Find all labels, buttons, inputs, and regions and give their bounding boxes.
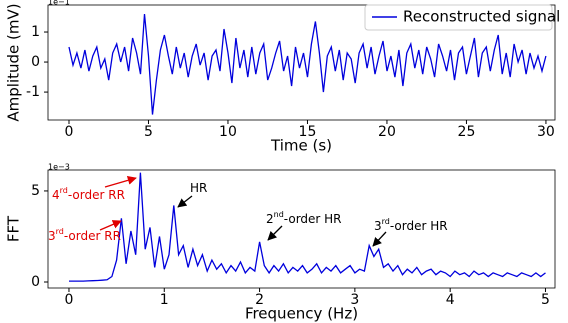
annotation-part: HR xyxy=(190,181,207,195)
y-tick-label: 0 xyxy=(31,274,40,290)
annotation-arrow xyxy=(99,220,122,231)
x-tick-label: 0 xyxy=(65,124,74,140)
legend-label: Reconstructed signal xyxy=(403,8,560,26)
y-tick-label: 1 xyxy=(31,24,40,40)
offset-text: 1e−3 xyxy=(48,163,70,172)
annotation-part: rd xyxy=(56,227,64,236)
annotation: 4rd-order RR xyxy=(52,186,125,202)
annotation-part: -order RR xyxy=(64,229,121,243)
signal-line xyxy=(68,13,547,115)
x-tick-label: 5 xyxy=(144,124,153,140)
x-tick-label: 15 xyxy=(299,124,317,140)
x-axis-label: Time (s) xyxy=(270,137,332,155)
annotation-part: 2 xyxy=(266,212,274,226)
x-tick-label: 20 xyxy=(378,124,396,140)
annotation: 3rd-order RR xyxy=(48,227,121,243)
annotation: 2nd-order HR xyxy=(266,210,342,226)
x-tick-label: 10 xyxy=(219,124,237,140)
legend-box xyxy=(364,4,553,31)
annotation-arrow xyxy=(177,195,193,208)
y-tick-label: 5 xyxy=(31,183,40,199)
annotation-arrow xyxy=(104,175,137,188)
x-tick-label: 30 xyxy=(537,124,555,140)
y-axis-label: FFT xyxy=(5,215,23,242)
x-tick-label: 0 xyxy=(65,292,74,308)
annotation: HR xyxy=(190,181,207,195)
x-tick-label: 2 xyxy=(255,292,264,308)
annotation-part: rd xyxy=(60,186,68,195)
x-tick-label: 5 xyxy=(541,292,550,308)
annotation-part: -order HR xyxy=(284,212,342,226)
annotation-part: -order HR xyxy=(390,219,448,233)
offset-text: 1e−1 xyxy=(48,0,70,7)
y-tick-label: 0 xyxy=(31,54,40,70)
annotation-part: rd xyxy=(382,217,390,226)
annotation-arrow xyxy=(372,231,387,247)
annotation-part: -order RR xyxy=(68,188,125,202)
annotation-arrow xyxy=(267,225,283,241)
x-tick-label: 4 xyxy=(446,292,455,308)
annotation: 3rd-order HR xyxy=(374,217,448,233)
signal-line xyxy=(69,172,546,282)
y-tick-label: -1 xyxy=(26,84,40,100)
x-tick-label: 25 xyxy=(458,124,476,140)
x-tick-label: 1 xyxy=(160,292,169,308)
x-tick-label: 3 xyxy=(350,292,359,308)
annotation-part: nd xyxy=(274,210,284,219)
annotation-part: 3 xyxy=(374,219,382,233)
annotation-part: 4 xyxy=(52,188,60,202)
y-axis-label: Amplitude (mV) xyxy=(5,3,23,121)
annotation-part: 3 xyxy=(48,229,56,243)
axes-frame xyxy=(47,169,556,289)
x-axis-label: Frequency (Hz) xyxy=(245,305,358,323)
